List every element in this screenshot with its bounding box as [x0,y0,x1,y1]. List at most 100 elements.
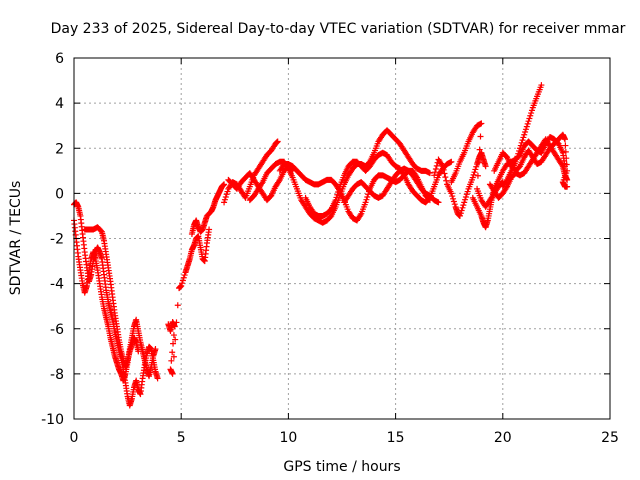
y-tick-label: 6 [55,51,64,67]
series-trace-a [71,199,161,409]
data-point [458,207,465,214]
data-point [475,159,482,166]
data-point [462,193,469,200]
data-point [441,170,448,177]
data-point [443,177,450,184]
data-point [516,147,523,154]
data-point [206,226,213,233]
y-tick-label: 4 [55,96,64,112]
x-tick-label: 10 [279,430,297,446]
data-point [357,212,364,219]
data-point [438,161,445,168]
x-tick-label: 15 [387,430,405,446]
data-point [174,302,181,309]
data-point [362,199,369,206]
data-point [222,193,229,200]
data-point [518,139,525,146]
data-point [515,150,522,157]
data-point [514,153,521,160]
data-point [442,174,449,181]
data-point [464,188,471,195]
data-point [152,346,159,353]
data-point [563,155,570,162]
data-point [170,353,177,360]
data-point [179,277,186,284]
data-point [98,227,105,234]
data-point [474,172,481,179]
data-point [457,210,464,217]
y-tick-label: -6 [50,322,64,338]
data-points [71,82,571,409]
data-point [460,202,467,209]
series-trace-g [276,161,433,224]
data-point [519,137,526,144]
data-point [364,193,371,200]
data-point [223,191,230,198]
data-point [450,195,457,202]
y-axis-label: SDTVAR / TECUs [8,181,24,296]
data-point [332,197,339,204]
data-point [528,110,535,117]
series-trace-m [486,136,571,201]
data-point [477,133,484,140]
data-point [426,170,433,177]
data-point [170,340,177,347]
series-trace-c [81,224,142,371]
series-trace-d [165,181,228,377]
data-point [521,131,528,138]
x-tick-label: 0 [70,430,79,446]
series-trace-i [341,165,442,206]
data-point [478,120,485,127]
data-point [180,274,187,281]
data-point [448,158,455,165]
data-point [564,176,571,183]
y-tick-label: -2 [50,232,64,248]
data-point [520,134,527,141]
data-point [363,196,370,203]
data-point [462,196,469,203]
y-tick-label: 2 [55,141,64,157]
data-point [221,181,228,188]
data-point [561,136,568,143]
data-point [564,183,571,190]
data-point [170,332,177,339]
data-point [476,146,483,153]
data-point [562,148,569,155]
data-point [469,174,476,181]
data-point [513,156,520,163]
data-point [333,194,340,201]
data-point [171,323,178,330]
data-point [522,126,529,133]
data-point [178,282,185,289]
data-point [525,118,532,125]
data-point [432,169,439,176]
data-point [439,163,446,170]
data-point [516,145,523,152]
data-point [472,166,479,173]
data-point [258,180,265,187]
x-tick-label: 20 [494,430,512,446]
data-point [459,204,466,211]
data-point [169,370,176,377]
data-point [173,319,180,326]
data-point [221,199,228,206]
data-point [431,172,438,179]
x-axis-label: GPS time / hours [283,459,400,475]
data-point [275,178,282,185]
series-trace-h [302,149,455,219]
data-point [181,272,188,279]
data-point [517,142,524,149]
data-point [558,161,565,168]
y-tick-label: -4 [50,277,64,293]
data-point [335,189,342,196]
data-point [432,166,439,173]
data-point [335,186,342,193]
y-tick-label: -8 [50,367,64,383]
data-point [169,349,176,356]
data-point [274,138,281,145]
y-tick-label: 0 [55,186,64,202]
x-tick-label: 5 [177,430,186,446]
data-point [448,190,455,197]
data-point [528,107,535,114]
